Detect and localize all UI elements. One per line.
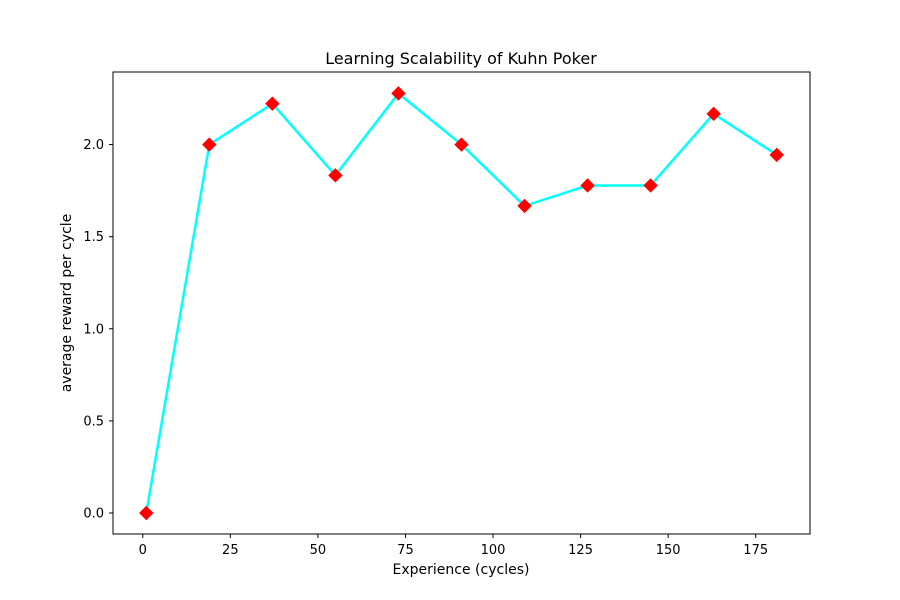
data-point-marker: [139, 505, 154, 521]
plot-frame: [112, 71, 811, 535]
y-tick-label: 0.0: [83, 507, 104, 522]
x-tick-label: 0: [139, 543, 147, 558]
data-point-marker: [580, 178, 595, 193]
y-tick-label: 2.0: [83, 138, 104, 153]
x-tick-label: 100: [481, 543, 506, 558]
x-tick-label: 50: [310, 543, 327, 558]
data-point-marker: [328, 168, 343, 183]
data-point-marker: [517, 198, 532, 214]
data-point-marker: [391, 86, 406, 101]
x-axis-label: Experience (cycles): [393, 562, 530, 578]
data-point-marker: [265, 96, 280, 111]
x-tick-label: 75: [397, 543, 414, 558]
data-point-marker: [202, 137, 217, 152]
y-tick-label: 1.5: [83, 230, 104, 245]
data-point-marker: [706, 106, 721, 122]
y-tick-label: 0.5: [83, 414, 104, 429]
chart-title: Learning Scalability of Kuhn Poker: [325, 49, 597, 68]
x-tick-label: 125: [568, 543, 593, 558]
data-point-marker: [769, 147, 784, 163]
data-point-marker: [454, 137, 469, 152]
series-line: [145, 92, 778, 514]
x-tick-label: 175: [743, 543, 768, 558]
y-tick-label: 1.0: [83, 322, 104, 337]
data-point-marker: [643, 178, 658, 193]
y-axis-label: average reward per cycle: [59, 214, 75, 393]
x-tick-label: 25: [222, 543, 239, 558]
x-tick-label: 150: [656, 543, 681, 558]
